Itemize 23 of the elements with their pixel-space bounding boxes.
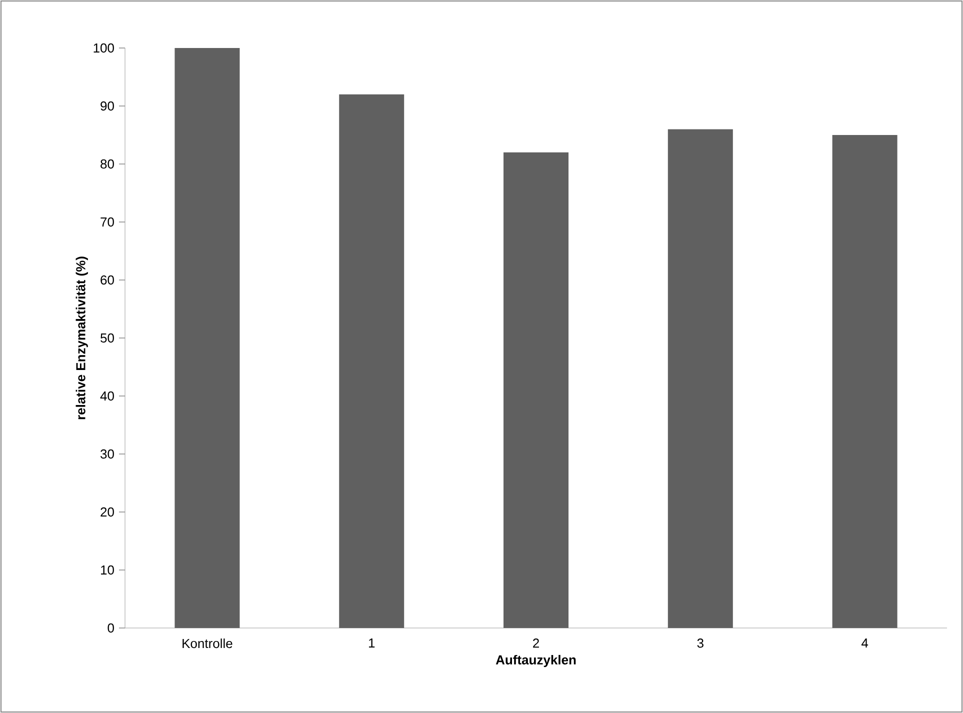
bar: [174, 48, 240, 628]
y-tick-label: 60: [100, 275, 114, 285]
x-tick-label: 1: [368, 638, 375, 648]
x-tick-label: 3: [697, 638, 704, 648]
y-tick-label: 0: [108, 623, 114, 633]
bar: [668, 129, 733, 628]
y-tick-label: 30: [100, 449, 114, 459]
x-tick-label: 4: [861, 638, 868, 648]
y-tick-label: 90: [100, 101, 114, 111]
x-tick-label: 2: [533, 638, 539, 648]
y-tick-label: 80: [100, 159, 114, 169]
bar: [504, 152, 569, 628]
y-tick-label: 40: [100, 391, 114, 401]
y-tick-label: 10: [101, 565, 114, 575]
y-tick-label: 100: [94, 43, 114, 53]
x-axis-title: Auftauzyklen: [496, 654, 576, 668]
y-tick-label: 70: [100, 217, 114, 227]
y-tick-label: 20: [100, 507, 114, 517]
x-tick-label: Kontrolle: [182, 638, 232, 648]
y-tick-label: 50: [100, 333, 114, 343]
y-axis-title: relative Enzymaktivität (%): [76, 256, 88, 420]
bar: [832, 134, 898, 628]
bar: [339, 94, 404, 628]
